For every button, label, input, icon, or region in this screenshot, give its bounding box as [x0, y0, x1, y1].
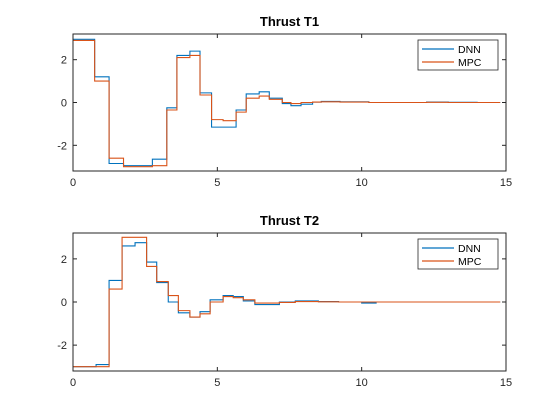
x-tick-label: 5: [214, 177, 220, 189]
x-tick-label: 0: [70, 377, 76, 389]
y-tick-label: 2: [61, 55, 67, 67]
chart-title: Thrust T1: [260, 14, 319, 29]
y-tick-label: -2: [57, 340, 67, 352]
x-tick-label: 0: [70, 177, 76, 189]
x-tick-label: 10: [356, 377, 368, 389]
y-tick-label: 0: [61, 98, 67, 110]
legend-label-mpc: MPC: [458, 57, 482, 69]
y-tick-label: 0: [61, 297, 67, 309]
legend-box: [417, 39, 499, 71]
legend-label-dnn: DNN: [458, 44, 481, 56]
legend-label-dnn: DNN: [458, 243, 481, 255]
series-line-mpc: [73, 39, 501, 168]
x-tick-label: 10: [356, 177, 368, 189]
x-tick-label: 15: [500, 377, 512, 389]
x-tick-label: 5: [214, 377, 220, 389]
legend-box: [417, 238, 499, 270]
x-tick-label: 15: [500, 177, 512, 189]
y-tick-label: -2: [57, 140, 67, 152]
legend-label-mpc: MPC: [458, 256, 482, 268]
chart-title: Thrust T2: [260, 213, 319, 228]
axes-frame: [72, 232, 507, 372]
y-tick-label: 2: [61, 254, 67, 266]
series-line-mpc: [73, 236, 501, 368]
axes-frame: [72, 33, 507, 172]
